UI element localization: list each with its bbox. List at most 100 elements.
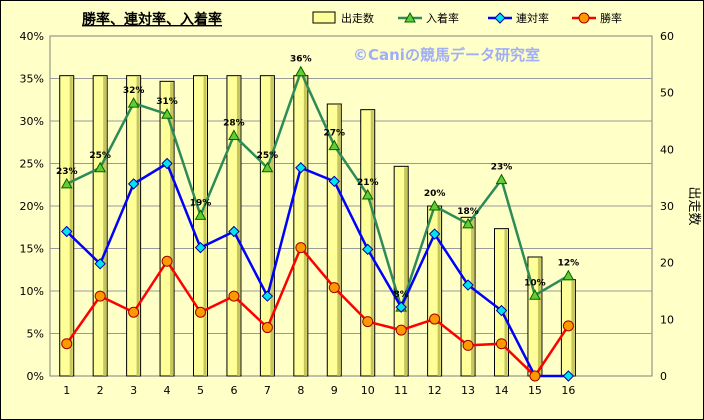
data-label: 10% bbox=[524, 278, 546, 288]
bar-shade bbox=[103, 76, 107, 377]
x-tick-label: 10 bbox=[361, 384, 375, 397]
bar-series bbox=[59, 75, 576, 377]
data-label: 19% bbox=[190, 198, 212, 208]
data-label: 12% bbox=[558, 259, 580, 269]
x-tick-label: 6 bbox=[230, 384, 237, 397]
circle-marker bbox=[161, 255, 173, 267]
triangle-marker bbox=[261, 161, 274, 173]
legend-label: 入着率 bbox=[426, 11, 459, 25]
bar-shade bbox=[370, 110, 374, 377]
diamond-marker bbox=[61, 225, 73, 238]
triangle-marker bbox=[294, 65, 307, 77]
data-label: 8% bbox=[394, 290, 409, 300]
y-right-tick-label: 0 bbox=[660, 370, 667, 383]
diamond-marker bbox=[295, 162, 307, 174]
circle-marker bbox=[228, 290, 240, 302]
triangle-marker bbox=[194, 209, 207, 220]
y-right-tick-label: 30 bbox=[660, 200, 674, 213]
y-right-tick-label: 60 bbox=[660, 30, 674, 43]
y-left-tick-label: 0% bbox=[27, 370, 44, 383]
diamond-marker bbox=[261, 290, 274, 302]
circle-marker bbox=[128, 306, 140, 318]
line-series bbox=[60, 65, 575, 382]
triangle-marker bbox=[562, 269, 575, 281]
legend-label: 出走数 bbox=[341, 11, 374, 25]
watermark: ©Caniの競馬データ研究室 bbox=[353, 46, 540, 64]
x-tick-label: 13 bbox=[461, 384, 475, 397]
triangle-marker bbox=[428, 199, 441, 211]
triangle-marker bbox=[462, 217, 474, 229]
diamond-marker bbox=[395, 301, 407, 313]
triangle-marker bbox=[127, 97, 140, 108]
bar-shade bbox=[337, 105, 341, 376]
gridlines bbox=[50, 78, 652, 334]
data-label: 27% bbox=[324, 129, 346, 139]
bar-shade bbox=[136, 76, 140, 377]
diamond-marker bbox=[495, 304, 508, 317]
data-label: 23% bbox=[56, 167, 78, 177]
diamond-marker bbox=[328, 175, 340, 188]
bar-shade bbox=[437, 207, 441, 376]
diamond-marker bbox=[228, 225, 240, 238]
bar-shade bbox=[170, 82, 174, 376]
x-tick-label: 2 bbox=[97, 384, 104, 397]
data-label: 36% bbox=[290, 55, 312, 65]
triangle-marker bbox=[228, 129, 240, 140]
circle-marker bbox=[94, 290, 106, 302]
y-right-tick-label: 40 bbox=[660, 143, 674, 156]
y-left-tick-label: 40% bbox=[20, 30, 44, 43]
y-right-tick-label: 20 bbox=[660, 257, 674, 270]
bar-shade bbox=[203, 76, 207, 377]
y-right-tick-label: 50 bbox=[660, 87, 674, 100]
legend-marker bbox=[404, 11, 416, 23]
triangle-marker bbox=[60, 177, 73, 189]
bar-shade bbox=[537, 258, 541, 376]
data-label: 18% bbox=[457, 207, 479, 217]
data-label: 20% bbox=[424, 189, 446, 199]
triangle-marker bbox=[94, 161, 107, 173]
circle-marker bbox=[295, 242, 307, 254]
diamond-marker bbox=[161, 157, 173, 170]
circle-marker bbox=[429, 313, 441, 325]
diamond-marker bbox=[562, 370, 575, 382]
x-tick-label: 12 bbox=[428, 384, 442, 397]
triangle-marker bbox=[361, 188, 374, 200]
x-tick-label: 1 bbox=[63, 384, 70, 397]
circle-marker bbox=[362, 316, 374, 328]
x-tick-label: 11 bbox=[394, 384, 408, 397]
x-tick-label: 15 bbox=[528, 384, 542, 397]
circle-marker bbox=[195, 306, 206, 318]
legend: 出走数 入着率 連対率 勝率 bbox=[312, 11, 622, 25]
y-right-axis-label: 出走数 bbox=[686, 186, 701, 225]
diamond-marker bbox=[127, 178, 140, 190]
y-right-tick-label: 10 bbox=[660, 313, 674, 326]
series-line bbox=[65, 161, 569, 378]
diamond-marker bbox=[462, 279, 474, 291]
data-label: 25% bbox=[257, 151, 279, 161]
bar-shade bbox=[504, 229, 508, 376]
data-label: 23% bbox=[491, 163, 513, 173]
x-tick-label: 8 bbox=[297, 384, 304, 397]
triangle-marker bbox=[328, 139, 341, 151]
diamond-marker bbox=[194, 241, 207, 254]
circle-marker bbox=[61, 338, 73, 350]
bar-shade bbox=[236, 76, 240, 377]
x-tick-label: 14 bbox=[495, 384, 509, 397]
bar-shade bbox=[404, 167, 408, 376]
x-tick-label: 9 bbox=[331, 384, 338, 397]
circle-marker bbox=[328, 282, 340, 294]
circle-marker bbox=[395, 324, 407, 336]
diamond-marker bbox=[362, 243, 374, 256]
circle-marker bbox=[261, 322, 273, 334]
y-left-tick-label: 30% bbox=[20, 115, 44, 128]
circle-marker bbox=[529, 370, 541, 382]
circle-marker bbox=[462, 339, 474, 351]
legend-label: 勝率 bbox=[600, 11, 622, 25]
x-tick-label: 3 bbox=[130, 384, 137, 397]
y-left-tick-label: 20% bbox=[20, 200, 44, 213]
x-tick-label: 16 bbox=[561, 384, 575, 397]
legend-marker bbox=[578, 12, 590, 24]
bar-shade bbox=[270, 76, 274, 377]
